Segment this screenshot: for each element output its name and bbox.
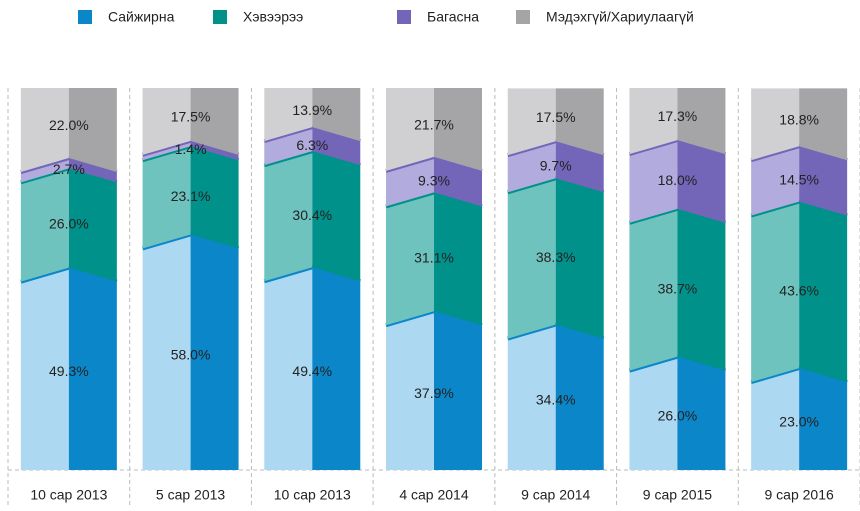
value-label: 49.3% <box>49 363 89 379</box>
bar-segment <box>264 127 313 166</box>
bar-segment-shade <box>555 178 604 339</box>
bar-segment-shade <box>555 88 604 156</box>
value-label: 17.5% <box>536 109 576 125</box>
value-label: 34.4% <box>536 391 576 407</box>
bar-segment-shade <box>434 192 482 326</box>
bar-segment <box>20 158 69 183</box>
value-label: 23.0% <box>779 413 819 429</box>
bar-segment <box>507 324 556 470</box>
value-label: 13.9% <box>292 102 332 118</box>
bar-segment <box>386 311 434 470</box>
x-tick-label: 9 сар 2015 <box>643 487 712 503</box>
bar-segment <box>507 141 556 193</box>
bar-segment <box>386 192 434 326</box>
bar-segment <box>142 234 191 470</box>
value-label: 38.3% <box>536 249 576 265</box>
bar-segment <box>264 151 313 282</box>
bar-segment-shade <box>190 234 239 470</box>
value-label: 26.0% <box>49 216 89 232</box>
bar-segment <box>629 208 678 371</box>
bar-segment-shade <box>799 201 848 383</box>
value-label: 18.8% <box>779 111 819 127</box>
x-tick-label: 4 сар 2014 <box>399 487 468 503</box>
value-label: 37.9% <box>414 385 454 401</box>
bar-segment-shade <box>68 88 117 173</box>
bar-segment-shade <box>555 324 604 470</box>
value-label: 49.4% <box>292 363 332 379</box>
value-label: 18.0% <box>658 172 698 188</box>
bar-segment <box>264 88 313 142</box>
bar-segment-shade <box>312 88 361 142</box>
value-label: 17.3% <box>658 108 698 124</box>
legend-swatch <box>516 10 530 24</box>
value-label: 17.5% <box>171 109 211 125</box>
legend-label: Мэдэхгүй/Хариулаагүй <box>546 9 694 25</box>
bar-segment-shade <box>555 141 604 193</box>
bar-segment-shade <box>68 267 117 470</box>
legend-swatch <box>397 10 411 24</box>
bar-segment-shade <box>434 88 482 171</box>
bar-segment-shade <box>190 146 239 249</box>
bar-segment <box>386 88 434 171</box>
bar-segment-shade <box>677 356 726 470</box>
bar-segment <box>629 140 678 223</box>
bar-segment <box>751 201 800 383</box>
bar-segment-shade <box>799 146 848 216</box>
legend-swatch <box>213 10 227 24</box>
bar-segment-shade <box>312 267 361 470</box>
bar-segment <box>751 88 800 161</box>
bar-segment <box>751 368 800 470</box>
bar-segment-shade <box>677 140 726 223</box>
bar-segment <box>142 146 191 249</box>
value-label: 9.7% <box>540 157 572 173</box>
bar-segment-shade <box>68 158 117 183</box>
bar-segment <box>507 88 556 156</box>
value-label: 43.6% <box>779 283 819 299</box>
bar-segment-shade <box>190 88 239 155</box>
bar-segment <box>629 356 678 470</box>
bar-segment-shade <box>677 88 726 155</box>
x-tick-label: 10 сар 2013 <box>274 487 351 503</box>
bar-segment <box>264 267 313 470</box>
legend-swatch <box>78 10 92 24</box>
bar-segment-shade <box>434 311 482 470</box>
value-label: 26.0% <box>658 408 698 424</box>
bar-segment <box>20 267 69 470</box>
value-label: 1.4% <box>175 141 207 157</box>
bar-segment-shade <box>312 151 361 282</box>
x-tick-label: 5 сар 2013 <box>156 487 225 503</box>
bar-segment-shade <box>799 88 848 161</box>
value-label: 21.7% <box>414 117 454 133</box>
value-label: 2.7% <box>53 161 85 177</box>
bar-segment <box>751 146 800 216</box>
legend-label: Багасна <box>427 9 479 25</box>
bar-segment-shade <box>677 208 726 371</box>
value-label: 58.0% <box>171 346 211 362</box>
bar-segment <box>629 88 678 155</box>
bar-segment-shade <box>799 368 848 470</box>
value-label: 31.1% <box>414 250 454 266</box>
value-label: 38.7% <box>658 280 698 296</box>
bar-segment <box>20 88 69 173</box>
legend-label: Сайжирна <box>108 9 175 25</box>
bar-segment <box>142 88 191 155</box>
x-tick-label: 10 сар 2013 <box>30 487 107 503</box>
value-label: 14.5% <box>779 172 819 188</box>
bar-segment <box>20 168 69 282</box>
bar-segment-shade <box>312 127 361 166</box>
bar-segment <box>507 178 556 339</box>
value-label: 22.0% <box>49 117 89 133</box>
value-label: 6.3% <box>296 137 328 153</box>
value-label: 9.3% <box>418 172 450 188</box>
value-label: 30.4% <box>292 207 332 223</box>
x-tick-label: 9 сар 2016 <box>764 487 833 503</box>
bar-segment-shade <box>68 168 117 282</box>
x-tick-label: 9 сар 2014 <box>521 487 590 503</box>
value-label: 23.1% <box>171 188 211 204</box>
legend-label: Хэвээрээ <box>243 9 303 25</box>
